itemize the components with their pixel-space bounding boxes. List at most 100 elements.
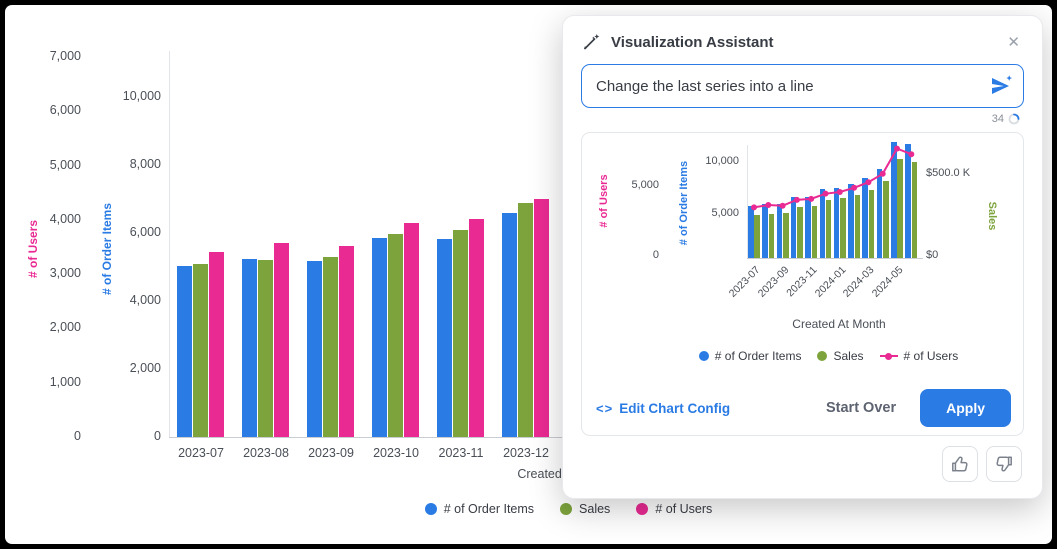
- bar[interactable]: [883, 181, 889, 258]
- legend-item[interactable]: Sales: [817, 349, 864, 363]
- bar[interactable]: [534, 199, 549, 437]
- thumbs-down-button[interactable]: [986, 446, 1022, 482]
- ai-pen-icon: [584, 34, 600, 50]
- y-tick-order-items: 4,000: [129, 293, 161, 307]
- bar[interactable]: [518, 203, 533, 437]
- y-tick-order-items: 0: [154, 429, 161, 443]
- y-tick-order-items: 2,000: [129, 361, 161, 375]
- bar[interactable]: [819, 189, 826, 258]
- y-tick-sales: $500.0 K: [926, 167, 971, 179]
- preview-chart-legend: # of Order Items Sales # of Users: [634, 349, 1023, 363]
- panel-header: Visualization Assistant ✕: [563, 16, 1042, 62]
- bar[interactable]: [876, 168, 883, 258]
- y-tick-order-items: 10,000: [705, 155, 739, 167]
- close-icon[interactable]: ✕: [1003, 33, 1024, 52]
- char-counter: 34: [991, 113, 1004, 125]
- bar[interactable]: [862, 177, 868, 258]
- feedback-buttons: [942, 446, 1022, 482]
- bar[interactable]: [209, 252, 224, 437]
- y-axis-title-users: # of Users: [598, 174, 610, 228]
- bar[interactable]: [388, 234, 403, 437]
- y-tick-users: 2,000: [49, 320, 81, 335]
- bar[interactable]: [258, 260, 273, 437]
- app-canvas: 0 1,000 2,000 3,000 4,000 5,000 6,000 7,000 0 2,0…: [5, 5, 1052, 544]
- code-brackets-icon: <>: [596, 400, 614, 416]
- x-tick: 2023-10: [373, 446, 419, 460]
- y-tick-users: 7,000: [49, 49, 81, 63]
- legend-label: # of Users: [903, 349, 959, 363]
- thumbs-up-button[interactable]: [942, 446, 978, 482]
- y-axis-title-order-items: # of Order Items: [678, 160, 690, 246]
- visualization-assistant-panel: Visualization Assistant ✕ 34 0 5,000 5,000…: [562, 15, 1043, 499]
- y-tick-users: 1,000: [49, 374, 81, 389]
- x-tick: 2023-07: [178, 446, 224, 460]
- bar[interactable]: [825, 199, 832, 258]
- bar[interactable]: [897, 159, 903, 258]
- y-tick-users: 3,000: [49, 266, 81, 281]
- legend-swatch: [424, 503, 437, 515]
- y-tick-sales: $0: [926, 249, 939, 261]
- bar[interactable]: [891, 141, 897, 258]
- bar[interactable]: [776, 204, 783, 258]
- thumbs-up-icon: [952, 456, 968, 472]
- bar[interactable]: [274, 243, 289, 437]
- bar[interactable]: [748, 205, 754, 258]
- bar[interactable]: [833, 188, 840, 258]
- bar[interactable]: [854, 194, 861, 258]
- edit-chart-config-link[interactable]: <> Edit Chart Config: [596, 401, 730, 416]
- legend-label: # of Users: [655, 502, 713, 516]
- legend-item[interactable]: # of Users: [636, 502, 712, 516]
- bar[interactable]: [177, 265, 192, 437]
- apply-button[interactable]: Apply: [920, 389, 1011, 427]
- bar[interactable]: [911, 161, 918, 258]
- main-chart-legend: # of Order Items Sales # of Users: [5, 502, 1052, 516]
- x-tick: 2023-12: [503, 446, 549, 460]
- legend-item[interactable]: # of Order Items: [698, 349, 801, 363]
- bar[interactable]: [469, 219, 484, 437]
- bar[interactable]: [848, 184, 854, 258]
- bar[interactable]: [905, 143, 911, 258]
- legend-line-swatch: [879, 352, 898, 360]
- edit-chart-config-label: Edit Chart Config: [619, 400, 731, 416]
- bar[interactable]: [502, 212, 517, 437]
- preview-footer: <> Edit Chart Config Start Over Apply: [596, 387, 1011, 429]
- bar[interactable]: [754, 214, 760, 258]
- bar[interactable]: [372, 238, 387, 437]
- legend-item[interactable]: # of Order Items: [424, 502, 534, 516]
- bar[interactable]: [783, 213, 789, 258]
- bar[interactable]: [768, 213, 775, 258]
- bar[interactable]: [404, 223, 419, 437]
- y-axis-line: [169, 51, 170, 437]
- legend-swatch: [817, 351, 828, 361]
- bar[interactable]: [453, 230, 468, 437]
- legend-swatch: [636, 503, 649, 515]
- send-button[interactable]: [987, 72, 1015, 100]
- x-tick: 2023-09: [308, 446, 354, 460]
- bar[interactable]: [840, 198, 846, 258]
- legend-swatch: [560, 503, 573, 515]
- bar[interactable]: [339, 245, 354, 437]
- bar[interactable]: [242, 259, 257, 437]
- bar[interactable]: [762, 203, 768, 258]
- legend-label: Sales: [833, 349, 864, 363]
- legend-item[interactable]: Sales: [560, 502, 610, 516]
- y-tick-users: 5,000: [49, 157, 81, 172]
- x-axis-line: [747, 258, 923, 259]
- bar[interactable]: [811, 206, 818, 258]
- y-tick-order-items: 6,000: [129, 225, 161, 239]
- bar[interactable]: [323, 257, 338, 437]
- y-axis-title-sales: Sales: [986, 201, 998, 231]
- bar[interactable]: [805, 197, 811, 258]
- start-over-button[interactable]: Start Over: [820, 399, 902, 417]
- bar[interactable]: [868, 189, 875, 258]
- y-axis-title-users: # of Users: [26, 219, 40, 279]
- bar[interactable]: [437, 239, 452, 437]
- bar[interactable]: [797, 207, 803, 258]
- y-tick-users: 5,000: [631, 179, 659, 191]
- legend-item[interactable]: # of Users: [879, 349, 959, 363]
- bar[interactable]: [193, 263, 208, 437]
- bar[interactable]: [307, 260, 322, 437]
- bar[interactable]: [790, 197, 797, 258]
- x-tick: 2023-11: [438, 446, 484, 460]
- prompt-input[interactable]: [594, 76, 987, 96]
